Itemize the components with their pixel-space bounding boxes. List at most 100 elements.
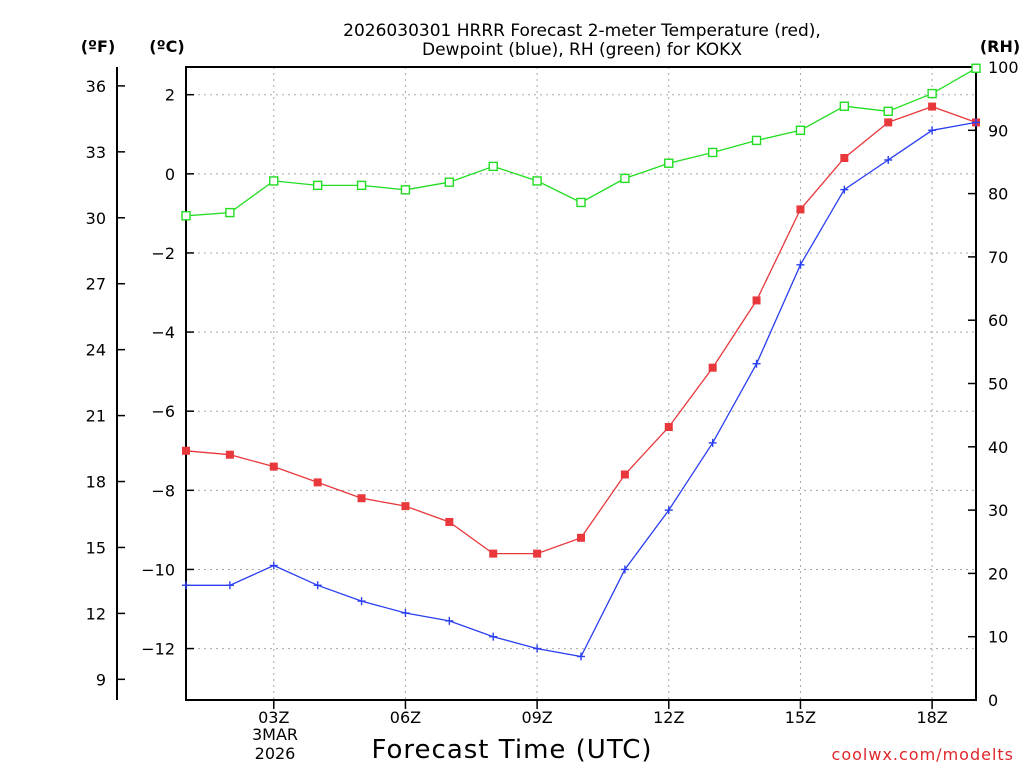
temperature-point — [577, 533, 585, 542]
series-dewpoint — [182, 118, 980, 661]
temperature-point — [928, 102, 937, 111]
series-line-temperature — [185, 105, 977, 555]
chart-title-line1: 2026030301 HRRR Forecast 2-meter Tempera… — [343, 21, 821, 41]
rh-point — [751, 135, 762, 146]
celsius-tick-label: 2 — [165, 86, 175, 105]
rh-tick-label: 50 — [988, 375, 1008, 394]
temperature-point — [664, 423, 673, 432]
dewpoint-point — [225, 581, 234, 590]
fahrenheit-unit-label: (ºF) — [81, 37, 116, 56]
temperature-point — [884, 118, 893, 127]
rh-point — [181, 211, 191, 221]
rh-point — [839, 101, 850, 111]
rh-tick-label: 40 — [988, 438, 1008, 457]
x-tick-label: 12Z — [653, 708, 684, 727]
rh-tick-label: 80 — [988, 185, 1008, 204]
temperature-point — [269, 462, 278, 471]
x-tick-label: 03Z — [258, 708, 289, 727]
fahrenheit-tick-label: 15 — [86, 538, 106, 557]
dewpoint-point — [401, 608, 410, 617]
rh-point — [927, 88, 937, 99]
rh-point — [971, 63, 981, 73]
celsius-tick-label: 0 — [165, 165, 175, 184]
temperature-point — [182, 446, 190, 455]
temperature-point — [313, 478, 322, 487]
celsius-tick-label: −4 — [151, 323, 175, 342]
rh-point — [532, 176, 542, 186]
rh-point — [269, 176, 279, 186]
temperature-point — [489, 549, 498, 558]
rh-point — [488, 161, 498, 172]
dewpoint-point — [664, 506, 673, 515]
temperature-point — [840, 153, 849, 162]
celsius-tick-label: −8 — [151, 481, 175, 500]
celsius-tick-label: −2 — [151, 244, 175, 263]
dewpoint-point — [752, 359, 761, 368]
rh-tick-label: 60 — [988, 311, 1008, 330]
dewpoint-point — [489, 632, 498, 641]
rh-tick-label: 90 — [988, 121, 1008, 140]
fahrenheit-tick-label: 18 — [86, 473, 106, 492]
dewpoint-point — [269, 561, 278, 570]
temperature-point — [445, 517, 454, 526]
rh-tick-label: 0 — [988, 691, 998, 710]
rh-point — [400, 185, 411, 195]
fahrenheit-tick-label: 36 — [86, 77, 106, 96]
temperature-point — [796, 205, 805, 214]
dewpoint-point — [840, 185, 849, 194]
date-label-month: 3MAR — [252, 725, 298, 744]
rh-tick-label: 30 — [988, 501, 1008, 520]
dewpoint-point — [708, 438, 717, 447]
fahrenheit-tick-label: 12 — [86, 604, 106, 623]
rh-tick-label: 20 — [988, 564, 1008, 583]
rh-point — [664, 158, 674, 168]
fahrenheit-tick-label: 33 — [86, 143, 106, 162]
temperature-point — [752, 296, 761, 305]
temperature-point — [620, 470, 629, 479]
x-axis-title: Forecast Time (UTC) — [371, 735, 652, 765]
rh-point — [576, 197, 586, 208]
chart-title-line2: Dewpoint (blue), RH (green) for KOKX — [422, 40, 742, 60]
temperature-point — [533, 549, 542, 558]
x-tick-label: 06Z — [390, 708, 421, 727]
fahrenheit-tick-label: 9 — [96, 670, 106, 689]
fahrenheit-tick-label: 21 — [86, 407, 106, 426]
temperature-point — [357, 494, 366, 503]
rh-point — [620, 173, 630, 184]
series-line-rh — [185, 67, 977, 217]
rh-unit-label: (RH) — [980, 37, 1020, 56]
date-label-year: 2026 — [255, 744, 296, 763]
rh-point — [312, 180, 323, 191]
dewpoint-point — [884, 155, 893, 164]
x-tick-label: 15Z — [785, 708, 816, 727]
dewpoint-point — [620, 565, 629, 574]
dewpoint-point — [796, 260, 805, 269]
rh-point — [356, 180, 367, 191]
plot-frame — [185, 66, 977, 701]
data-series — [181, 63, 981, 661]
dewpoint-point — [313, 581, 322, 590]
rh-point — [883, 106, 893, 117]
fahrenheit-tick-label: 24 — [86, 341, 106, 360]
dewpoint-point — [928, 126, 937, 135]
rh-tick-label: 10 — [988, 628, 1008, 647]
celsius-tick-label: −12 — [141, 640, 175, 659]
series-rh — [181, 63, 981, 221]
credit-label: coolwx.com/modelts — [832, 745, 1014, 764]
fahrenheit-tick-label: 30 — [86, 209, 106, 228]
x-tick-label: 18Z — [916, 708, 947, 727]
series-temperature — [182, 102, 980, 558]
celsius-tick-label: −10 — [141, 560, 175, 579]
dewpoint-point — [533, 644, 542, 653]
rh-point — [795, 125, 806, 136]
rh-point — [225, 207, 235, 218]
grid-lines — [186, 67, 976, 700]
celsius-unit-label: (ºC) — [149, 37, 184, 56]
rh-tick-label: 100 — [988, 58, 1019, 77]
temperature-point — [225, 450, 234, 459]
temperature-point — [708, 363, 717, 372]
dewpoint-point — [577, 652, 585, 661]
rh-point — [707, 147, 718, 158]
dewpoint-point — [445, 616, 454, 625]
